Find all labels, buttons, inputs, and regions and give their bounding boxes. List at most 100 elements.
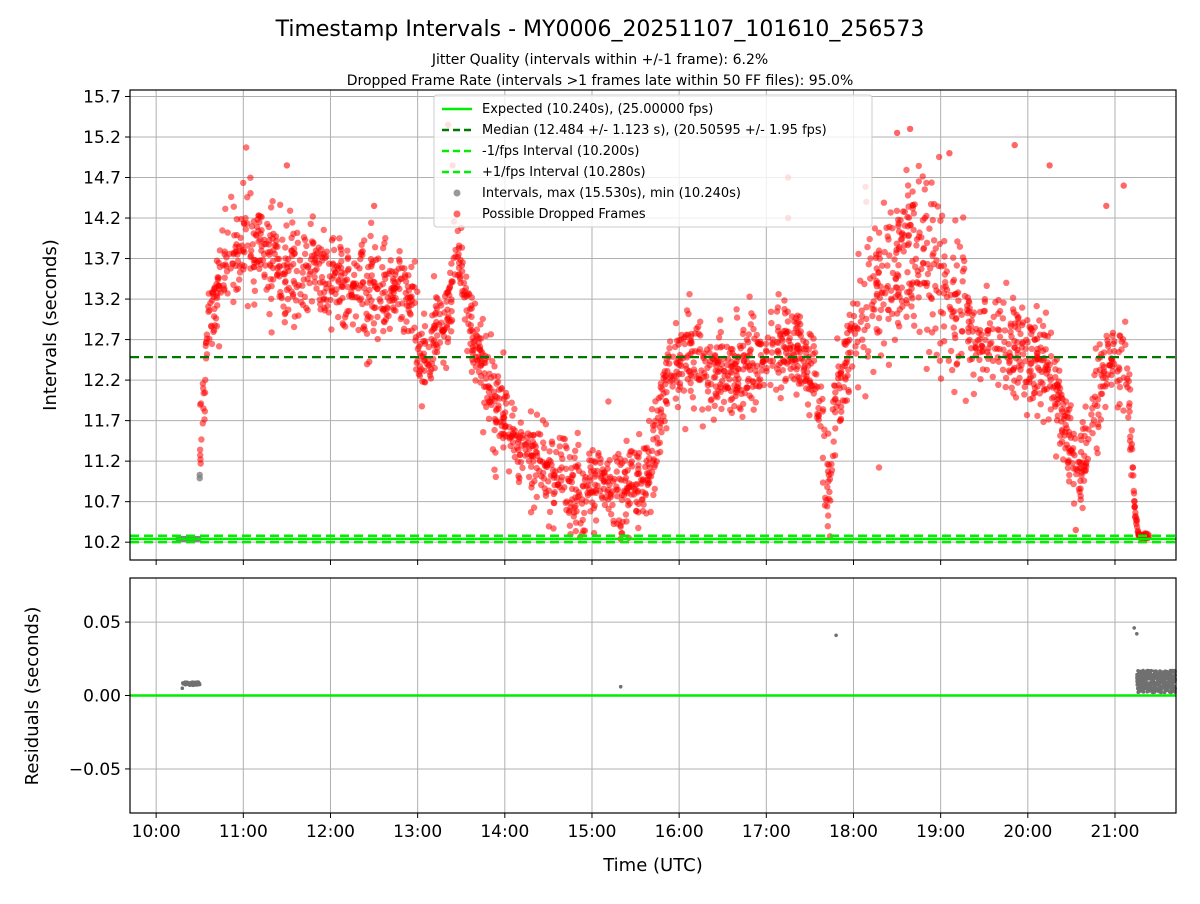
top-y-tick-label: 13.2	[83, 290, 121, 310]
dropped-frame-point	[911, 322, 918, 329]
dropped-frame-point	[1084, 455, 1092, 463]
dropped-frame-point	[266, 261, 274, 268]
dropped-frame-point	[733, 314, 741, 321]
dropped-frame-point	[860, 343, 867, 351]
dropped-frame-point	[880, 301, 887, 308]
dropped-frame-point	[961, 265, 968, 272]
dropped-frame-point	[735, 380, 742, 388]
dropped-frame-point	[862, 393, 869, 400]
dropped-frame-point	[1060, 456, 1067, 463]
dropped-frame-point	[502, 400, 510, 407]
dropped-frame-point	[387, 257, 394, 264]
dropped-frame-point	[986, 320, 994, 327]
top-y-tick-label: 12.2	[83, 371, 121, 391]
residual-point	[1139, 684, 1144, 688]
dropped-frame-point	[863, 304, 870, 311]
dropped-frame-point	[894, 319, 902, 327]
dropped-frame-point	[267, 204, 275, 211]
dropped-frame-point	[908, 303, 915, 310]
dropped-frame-point	[682, 333, 689, 341]
dropped-frame-point	[292, 297, 300, 304]
x-tick-label: 20:00	[1003, 822, 1052, 842]
dropped-frame-point	[690, 405, 698, 412]
dropped-frame-point	[1120, 374, 1128, 381]
dropped-frame-point	[1021, 383, 1028, 391]
dropped-frame-point	[238, 261, 245, 269]
dropped-frame-point	[528, 463, 535, 470]
dropped-frame-point	[617, 523, 624, 530]
dropped-frame-point	[843, 397, 851, 404]
dropped-frame-point	[1104, 337, 1111, 344]
top-y-tick-label: 11.2	[83, 452, 121, 472]
dropped-frame-point	[865, 348, 872, 355]
dropped-frame-point	[1078, 472, 1085, 479]
dropped-frame-point	[485, 415, 493, 422]
dropped-frame-point	[542, 463, 549, 470]
dropped-frame-point	[773, 386, 780, 393]
dropped-frame-point	[1027, 367, 1034, 374]
x-tick-label: 15:00	[567, 822, 616, 842]
interval-point	[196, 475, 203, 482]
residual-point	[1141, 672, 1145, 677]
dropped-frame-point	[750, 406, 757, 413]
residual-point	[1154, 686, 1159, 690]
dropped-frame-point	[443, 364, 450, 372]
dropped-frame-point	[363, 289, 370, 297]
dropped-frame-point	[1066, 471, 1073, 479]
dropped-frame-point	[650, 491, 657, 499]
dropped-frame-point	[408, 263, 415, 271]
dropped-frame-point	[618, 460, 626, 467]
dropped-frame-point	[494, 373, 502, 380]
dropped-frame-point	[1033, 302, 1040, 310]
residual-point	[834, 633, 838, 638]
legend-label-median: Median (12.484 +/- 1.123 s), (20.50595 +…	[482, 123, 827, 138]
dropped-frame-point	[542, 421, 550, 428]
dropped-frame-point	[536, 467, 543, 475]
dropped-frame-point	[966, 305, 973, 312]
dropped-frame-point	[1097, 383, 1104, 390]
dropped-frame-point	[579, 482, 586, 489]
dropped-frame-point	[903, 313, 910, 320]
dropped-frame-point	[990, 313, 997, 320]
dropped-frame-point	[300, 263, 307, 271]
dropped-frame-point	[702, 358, 709, 365]
dropped-frame-point	[1082, 403, 1089, 410]
dropped-frame-point	[687, 387, 694, 394]
x-tick-label: 16:00	[655, 822, 704, 842]
dropped-frame-point	[598, 472, 605, 480]
x-tick-label: 11:00	[219, 822, 268, 842]
dropped-frame-point	[400, 325, 408, 332]
dropped-frame-point	[213, 323, 221, 330]
dropped-frame-point	[335, 276, 342, 284]
dropped-frame-point	[672, 343, 679, 351]
dropped-frame-point	[621, 469, 629, 476]
dropped-frame-point	[430, 342, 438, 349]
dropped-frame-point	[915, 162, 922, 170]
dropped-frame-point	[899, 208, 907, 215]
dropped-frame-point	[775, 349, 782, 357]
dropped-frame-point	[810, 357, 818, 364]
dropped-frame-point	[249, 241, 256, 248]
dropped-frame-point	[650, 456, 657, 463]
dropped-frame-point	[1051, 358, 1058, 366]
dropped-frame-point	[808, 382, 815, 389]
dropped-frame-point	[753, 362, 761, 370]
dropped-frame-point	[1120, 407, 1127, 414]
residual-point	[1135, 632, 1139, 636]
dropped-frame-point	[698, 367, 705, 374]
dropped-frame-point	[507, 442, 514, 450]
dropped-frame-point	[972, 343, 979, 351]
residual-point	[1148, 675, 1152, 679]
dropped-frame-point	[311, 273, 318, 281]
dropped-frame-point	[867, 275, 874, 282]
dropped-frame-point	[374, 335, 381, 343]
dropped-frame-point	[493, 407, 500, 414]
dropped-frame-point	[777, 394, 784, 402]
dropped-frame-point	[414, 288, 421, 295]
dropped-frame-point	[215, 282, 222, 289]
dropped-frame-point	[793, 319, 800, 326]
dropped-frame-point	[874, 279, 881, 287]
dropped-frame-point	[201, 389, 209, 396]
dropped-frame-point	[1122, 341, 1129, 348]
